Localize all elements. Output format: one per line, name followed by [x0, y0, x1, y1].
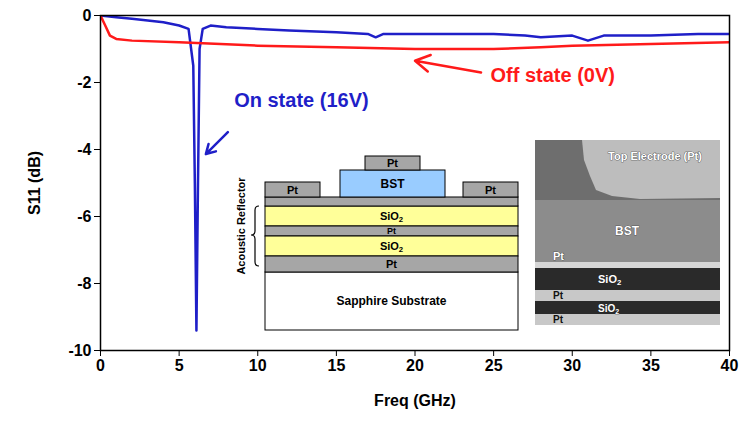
svg-text:Top Electrode (Pt): Top Electrode (Pt) [608, 150, 702, 162]
svg-text:-4: -4 [77, 141, 91, 158]
svg-text:S11 (dB): S11 (dB) [26, 151, 43, 215]
svg-text:35: 35 [642, 357, 660, 374]
svg-text:0: 0 [83, 7, 92, 24]
svg-text:0: 0 [96, 357, 105, 374]
svg-text:Sapphire Substrate: Sapphire Substrate [336, 294, 446, 308]
svg-text:Pt: Pt [287, 184, 298, 196]
svg-text:SiO2: SiO2 [598, 302, 619, 314]
svg-text:-8: -8 [77, 275, 91, 292]
svg-text:-10: -10 [68, 342, 91, 359]
svg-text:BST: BST [381, 177, 406, 191]
svg-text:Pt: Pt [387, 157, 398, 169]
svg-text:5: 5 [175, 357, 184, 374]
svg-text:Off state (0V): Off state (0V) [490, 64, 614, 86]
svg-text:10: 10 [249, 357, 267, 374]
svg-text:SiO2: SiO2 [380, 210, 403, 224]
svg-text:40: 40 [721, 357, 739, 374]
svg-text:BST: BST [615, 224, 640, 238]
svg-text:Acoustic Reflector: Acoustic Reflector [235, 177, 247, 275]
svg-text:25: 25 [485, 357, 503, 374]
svg-text:Pt: Pt [553, 250, 564, 262]
svg-text:On state (16V): On state (16V) [234, 89, 368, 111]
svg-text:SiO2: SiO2 [598, 273, 621, 287]
svg-text:Pt: Pt [386, 258, 397, 270]
svg-text:-6: -6 [77, 208, 91, 225]
svg-text:Pt: Pt [553, 290, 564, 301]
svg-text:15: 15 [327, 357, 345, 374]
svg-text:SiO2: SiO2 [380, 240, 403, 254]
svg-text:-2: -2 [77, 74, 91, 91]
svg-text:Pt: Pt [485, 184, 496, 196]
svg-text:Pt: Pt [387, 226, 396, 236]
svg-text:20: 20 [406, 357, 424, 374]
svg-text:Pt: Pt [553, 314, 564, 325]
svg-text:30: 30 [563, 357, 581, 374]
svg-text:Freq (GHz): Freq (GHz) [374, 392, 456, 409]
